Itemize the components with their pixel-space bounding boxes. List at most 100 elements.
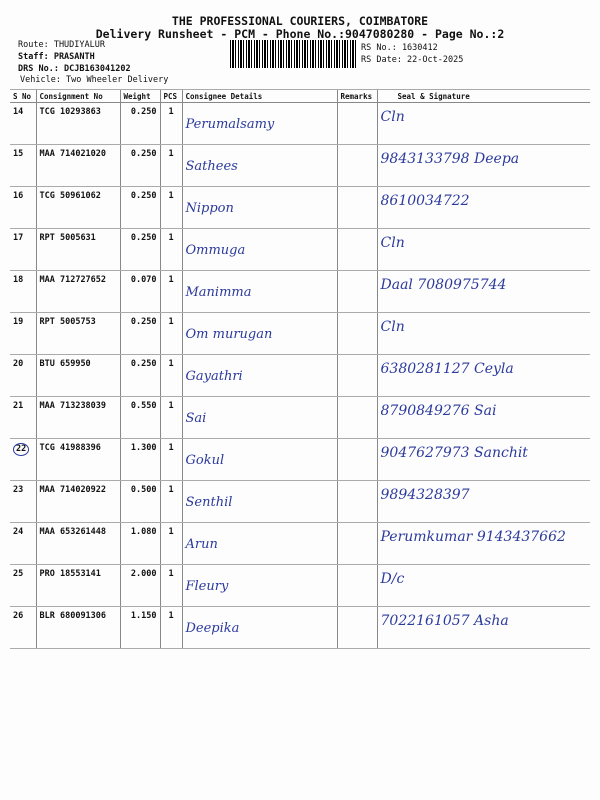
serial-number: 20 <box>10 354 36 397</box>
consignee-handwritten: Senthil <box>181 480 337 523</box>
staff: Staff: PRASANTH <box>18 52 95 62</box>
consignment-number: TCG 41988396 <box>35 438 120 481</box>
pieces: 1 <box>159 564 182 607</box>
consignee-handwritten: Gayathri <box>181 354 337 397</box>
consignment-number: MAA 713238039 <box>35 396 120 439</box>
table-row: 25 PRO 18553141 2.000 1 Fleury D/c <box>10 564 590 607</box>
remarks <box>336 564 377 607</box>
weight: 1.300 <box>119 438 160 481</box>
drs-number: DRS No.: DCJB163041202 <box>18 64 131 74</box>
consignee-handwritten: Sai <box>181 396 337 439</box>
pieces: 1 <box>159 354 182 397</box>
consignee-handwritten: Arun <box>181 522 337 565</box>
pieces: 1 <box>159 438 182 481</box>
circled-serial: 22 <box>13 443 30 456</box>
signature-handwritten: 9894328397 <box>376 480 590 523</box>
runsheet-subtitle: Delivery Runsheet - PCM - Phone No.:9047… <box>95 27 505 41</box>
table-row: 16 TCG 50961062 0.250 1 Nippon 8610034722 <box>10 186 590 229</box>
weight: 1.150 <box>119 606 160 649</box>
consignee-handwritten: Om murugan <box>181 312 337 355</box>
signature-handwritten: 9843133798 Deepa <box>376 144 590 187</box>
serial-number: 24 <box>10 522 36 565</box>
pieces: 1 <box>159 312 182 355</box>
col-remarks: Remarks <box>336 89 377 103</box>
weight: 1.080 <box>119 522 160 565</box>
signature-handwritten: Perumkumar 9143437662 <box>376 522 590 565</box>
table-row: 14 TCG 10293863 0.250 1 Perumalsamy Cln <box>10 102 590 145</box>
serial-number: 15 <box>10 144 36 187</box>
consignment-number: RPT 5005631 <box>35 228 120 271</box>
signature-handwritten: 8790849276 Sai <box>376 396 590 439</box>
rs-date: RS Date: 22-Oct-2025 <box>361 55 464 65</box>
serial-number: 22 <box>10 438 36 481</box>
pieces: 1 <box>159 270 182 313</box>
remarks <box>336 438 377 481</box>
serial-number: 23 <box>10 480 36 523</box>
serial-number: 16 <box>10 186 36 229</box>
remarks <box>336 312 377 355</box>
col-sno: S No <box>10 89 36 103</box>
serial-number: 19 <box>10 312 36 355</box>
table-row: 15 MAA 714021020 0.250 1 Sathees 9843133798 D… <box>10 144 590 187</box>
serial-number: 18 <box>10 270 36 313</box>
remarks <box>336 354 377 397</box>
weight: 0.500 <box>119 480 160 523</box>
consignment-number: MAA 714021020 <box>35 144 120 187</box>
signature-handwritten: Cln <box>376 102 590 145</box>
signature-handwritten: 8610034722 <box>376 186 590 229</box>
vehicle: Vehicle: Two Wheeler Delivery <box>20 75 169 85</box>
signature-handwritten: Cln <box>376 312 590 355</box>
consignment-number: MAA 714020922 <box>35 480 120 523</box>
serial-number: 14 <box>10 102 36 145</box>
consignee-handwritten: Perumalsamy <box>181 102 337 145</box>
consignment-number: TCG 50961062 <box>35 186 120 229</box>
weight: 0.070 <box>119 270 160 313</box>
table-row: 23 MAA 714020922 0.500 1 Senthil 9894328397 <box>10 480 590 523</box>
weight: 0.250 <box>119 102 160 145</box>
consignee-handwritten: Ommuga <box>181 228 337 271</box>
consignment-number: BTU 659950 <box>35 354 120 397</box>
signature-handwritten: 7022161057 Asha <box>376 606 590 649</box>
table-row: 24 MAA 653261448 1.080 1 Arun Perumkumar 9143… <box>10 522 590 565</box>
weight: 0.250 <box>119 312 160 355</box>
table-header: S No Consignment No Weight PCS Consignee… <box>10 89 590 103</box>
barcode <box>230 40 357 68</box>
col-weight: Weight <box>119 89 160 103</box>
pieces: 1 <box>159 186 182 229</box>
table-row: 22 TCG 41988396 1.300 1 Gokul 9047627973 Sanc… <box>10 438 590 481</box>
remarks <box>336 480 377 523</box>
pieces: 1 <box>159 144 182 187</box>
remarks <box>336 522 377 565</box>
consignee-handwritten: Manimma <box>181 270 337 313</box>
serial-number: 26 <box>10 606 36 649</box>
signature-handwritten: D/c <box>376 564 590 607</box>
consignment-number: MAA 653261448 <box>35 522 120 565</box>
pieces: 1 <box>159 228 182 271</box>
signature-handwritten: Daal 7080975744 <box>376 270 590 313</box>
table-row: 17 RPT 5005631 0.250 1 Ommuga Cln <box>10 228 590 271</box>
remarks <box>336 102 377 145</box>
col-consignment: Consignment No <box>35 89 120 103</box>
col-consignee: Consignee Details <box>181 89 337 103</box>
serial-number: 25 <box>10 564 36 607</box>
remarks <box>336 144 377 187</box>
remarks <box>336 270 377 313</box>
consignment-number: PRO 18553141 <box>35 564 120 607</box>
table-row: 26 BLR 680091306 1.150 1 Deepika 7022161057 A… <box>10 606 590 649</box>
table-row: 18 MAA 712727652 0.070 1 Manimma Daal 7080975… <box>10 270 590 313</box>
remarks <box>336 396 377 439</box>
serial-number: 17 <box>10 228 36 271</box>
serial-number: 21 <box>10 396 36 439</box>
consignee-handwritten: Fleury <box>181 564 337 607</box>
consignment-number: RPT 5005753 <box>35 312 120 355</box>
consignment-number: MAA 712727652 <box>35 270 120 313</box>
consignment-number: BLR 680091306 <box>35 606 120 649</box>
pieces: 1 <box>159 102 182 145</box>
weight: 0.550 <box>119 396 160 439</box>
signature-handwritten: Cln <box>376 228 590 271</box>
table-row: 20 BTU 659950 0.250 1 Gayathri 6380281127 Cey… <box>10 354 590 397</box>
remarks <box>336 186 377 229</box>
weight: 0.250 <box>119 228 160 271</box>
rs-number: RS No.: 1630412 <box>361 43 438 53</box>
